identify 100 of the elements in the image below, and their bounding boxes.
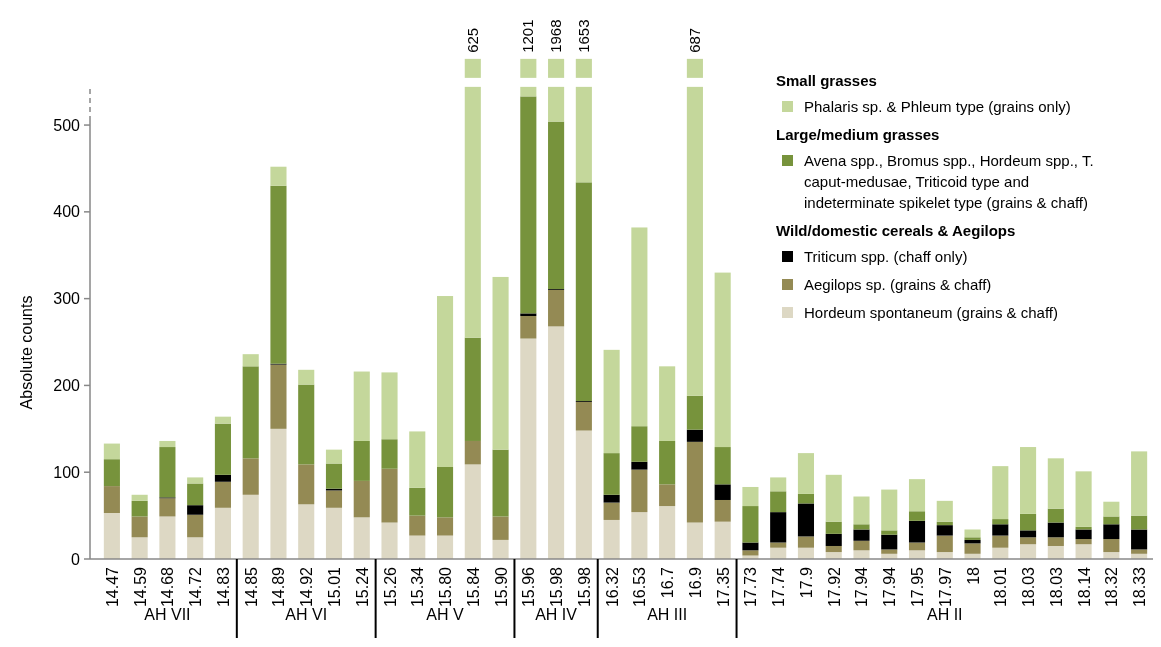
- bar: [1020, 537, 1037, 545]
- bar: [492, 449, 509, 517]
- bar: [409, 535, 426, 559]
- bar: [464, 337, 481, 441]
- bar: [825, 521, 842, 534]
- y-tick-label: 500: [53, 116, 81, 134]
- bar: [686, 441, 703, 523]
- bar: [853, 529, 870, 541]
- bar: [881, 489, 898, 531]
- bar: [520, 86, 537, 97]
- bar: [381, 522, 398, 559]
- x-tick-label: 14.83: [214, 566, 232, 608]
- x-tick-label: 17.97: [936, 566, 954, 608]
- bar: [159, 498, 176, 517]
- x-tick-label: 15.98: [548, 566, 566, 608]
- x-tick-label: 16.53: [631, 566, 649, 608]
- bar: [103, 486, 120, 513]
- bar: [464, 464, 481, 559]
- bar: [797, 503, 815, 537]
- bar: [131, 537, 148, 559]
- bar: [436, 296, 454, 467]
- annotation: 1968: [547, 19, 565, 53]
- bar: [409, 431, 426, 488]
- text: AH II: [927, 606, 963, 623]
- bar: [187, 477, 204, 484]
- x-tick-label: 15.01: [325, 566, 343, 608]
- bar: [1131, 529, 1148, 550]
- bar: [603, 519, 620, 559]
- bar: [131, 494, 148, 501]
- bar: [214, 416, 231, 424]
- bar: [686, 86, 703, 396]
- bar: [992, 524, 1009, 536]
- bar: [908, 511, 926, 521]
- bar: [825, 474, 842, 522]
- annotation: 1653: [574, 19, 592, 53]
- legend-label: Avena spp., Bromus spp., Hordeum spp., T. caput-medusae, Triticoid type and indeterminate spikelet type (grains & chaff): [804, 152, 1094, 211]
- bar: [742, 550, 759, 556]
- bar: [548, 289, 565, 327]
- bar: [603, 453, 620, 495]
- bar: [631, 426, 648, 462]
- bar: [686, 429, 703, 442]
- bar: [853, 540, 870, 551]
- bar: [631, 512, 648, 559]
- bar: [548, 121, 565, 290]
- bar: [520, 96, 537, 314]
- legend-label: Phalaris sp. & Phleum type (grains only): [804, 98, 1071, 115]
- bar: [1047, 458, 1064, 509]
- bar: [1075, 544, 1092, 559]
- x-tick-label: 18.14: [1075, 566, 1093, 608]
- bar: [881, 534, 898, 550]
- bar: [908, 479, 926, 512]
- bar: [353, 517, 370, 559]
- bar: [631, 461, 648, 470]
- x-tick-label: 15.96: [520, 566, 538, 608]
- bar: [381, 439, 398, 469]
- bar: [936, 500, 953, 522]
- x-tick-label: 14.59: [131, 566, 149, 608]
- bar: [936, 525, 953, 536]
- bar: [575, 401, 592, 431]
- bar: [742, 486, 759, 507]
- x-tick-label: 18.33: [1131, 566, 1149, 608]
- bar: [1103, 539, 1120, 553]
- bar: [520, 338, 537, 559]
- bar: [964, 539, 981, 544]
- bar: [603, 494, 620, 503]
- bar: [659, 366, 676, 441]
- bar: [270, 428, 287, 559]
- bar: [103, 513, 120, 559]
- x-tick-label: 15.98: [575, 566, 593, 608]
- y-tick-label: 100: [53, 463, 81, 481]
- bar: [131, 500, 148, 517]
- bar: [575, 182, 592, 402]
- bar: [936, 535, 953, 553]
- bar: [770, 542, 787, 548]
- bar: [1020, 513, 1037, 531]
- bar: [548, 86, 565, 122]
- bar: [1103, 524, 1120, 540]
- y-tick-label: 400: [53, 203, 81, 221]
- bar: [714, 499, 731, 522]
- legend-label: Hordeum spontaneum (grains & chaff): [804, 304, 1059, 321]
- bar: [1020, 530, 1037, 538]
- bar: [159, 447, 176, 498]
- bar: [409, 515, 426, 536]
- bar: [103, 459, 120, 487]
- bar: [1131, 515, 1148, 530]
- bar: [714, 272, 731, 448]
- y-tick-label: 200: [53, 377, 81, 395]
- bar: [325, 490, 343, 508]
- bar: [1103, 516, 1120, 525]
- bar: [1020, 544, 1037, 559]
- bar: [103, 443, 120, 460]
- bar: [659, 484, 676, 507]
- bar: [298, 504, 315, 559]
- x-tick-label: 14.92: [298, 566, 316, 608]
- bar: [325, 463, 343, 489]
- x-tick-label: 15.26: [381, 566, 399, 608]
- annotation: Large/medium grasses: [776, 126, 940, 143]
- bar: [686, 395, 703, 430]
- bar: [1020, 447, 1037, 514]
- x-tick-label: 17.94: [853, 566, 871, 608]
